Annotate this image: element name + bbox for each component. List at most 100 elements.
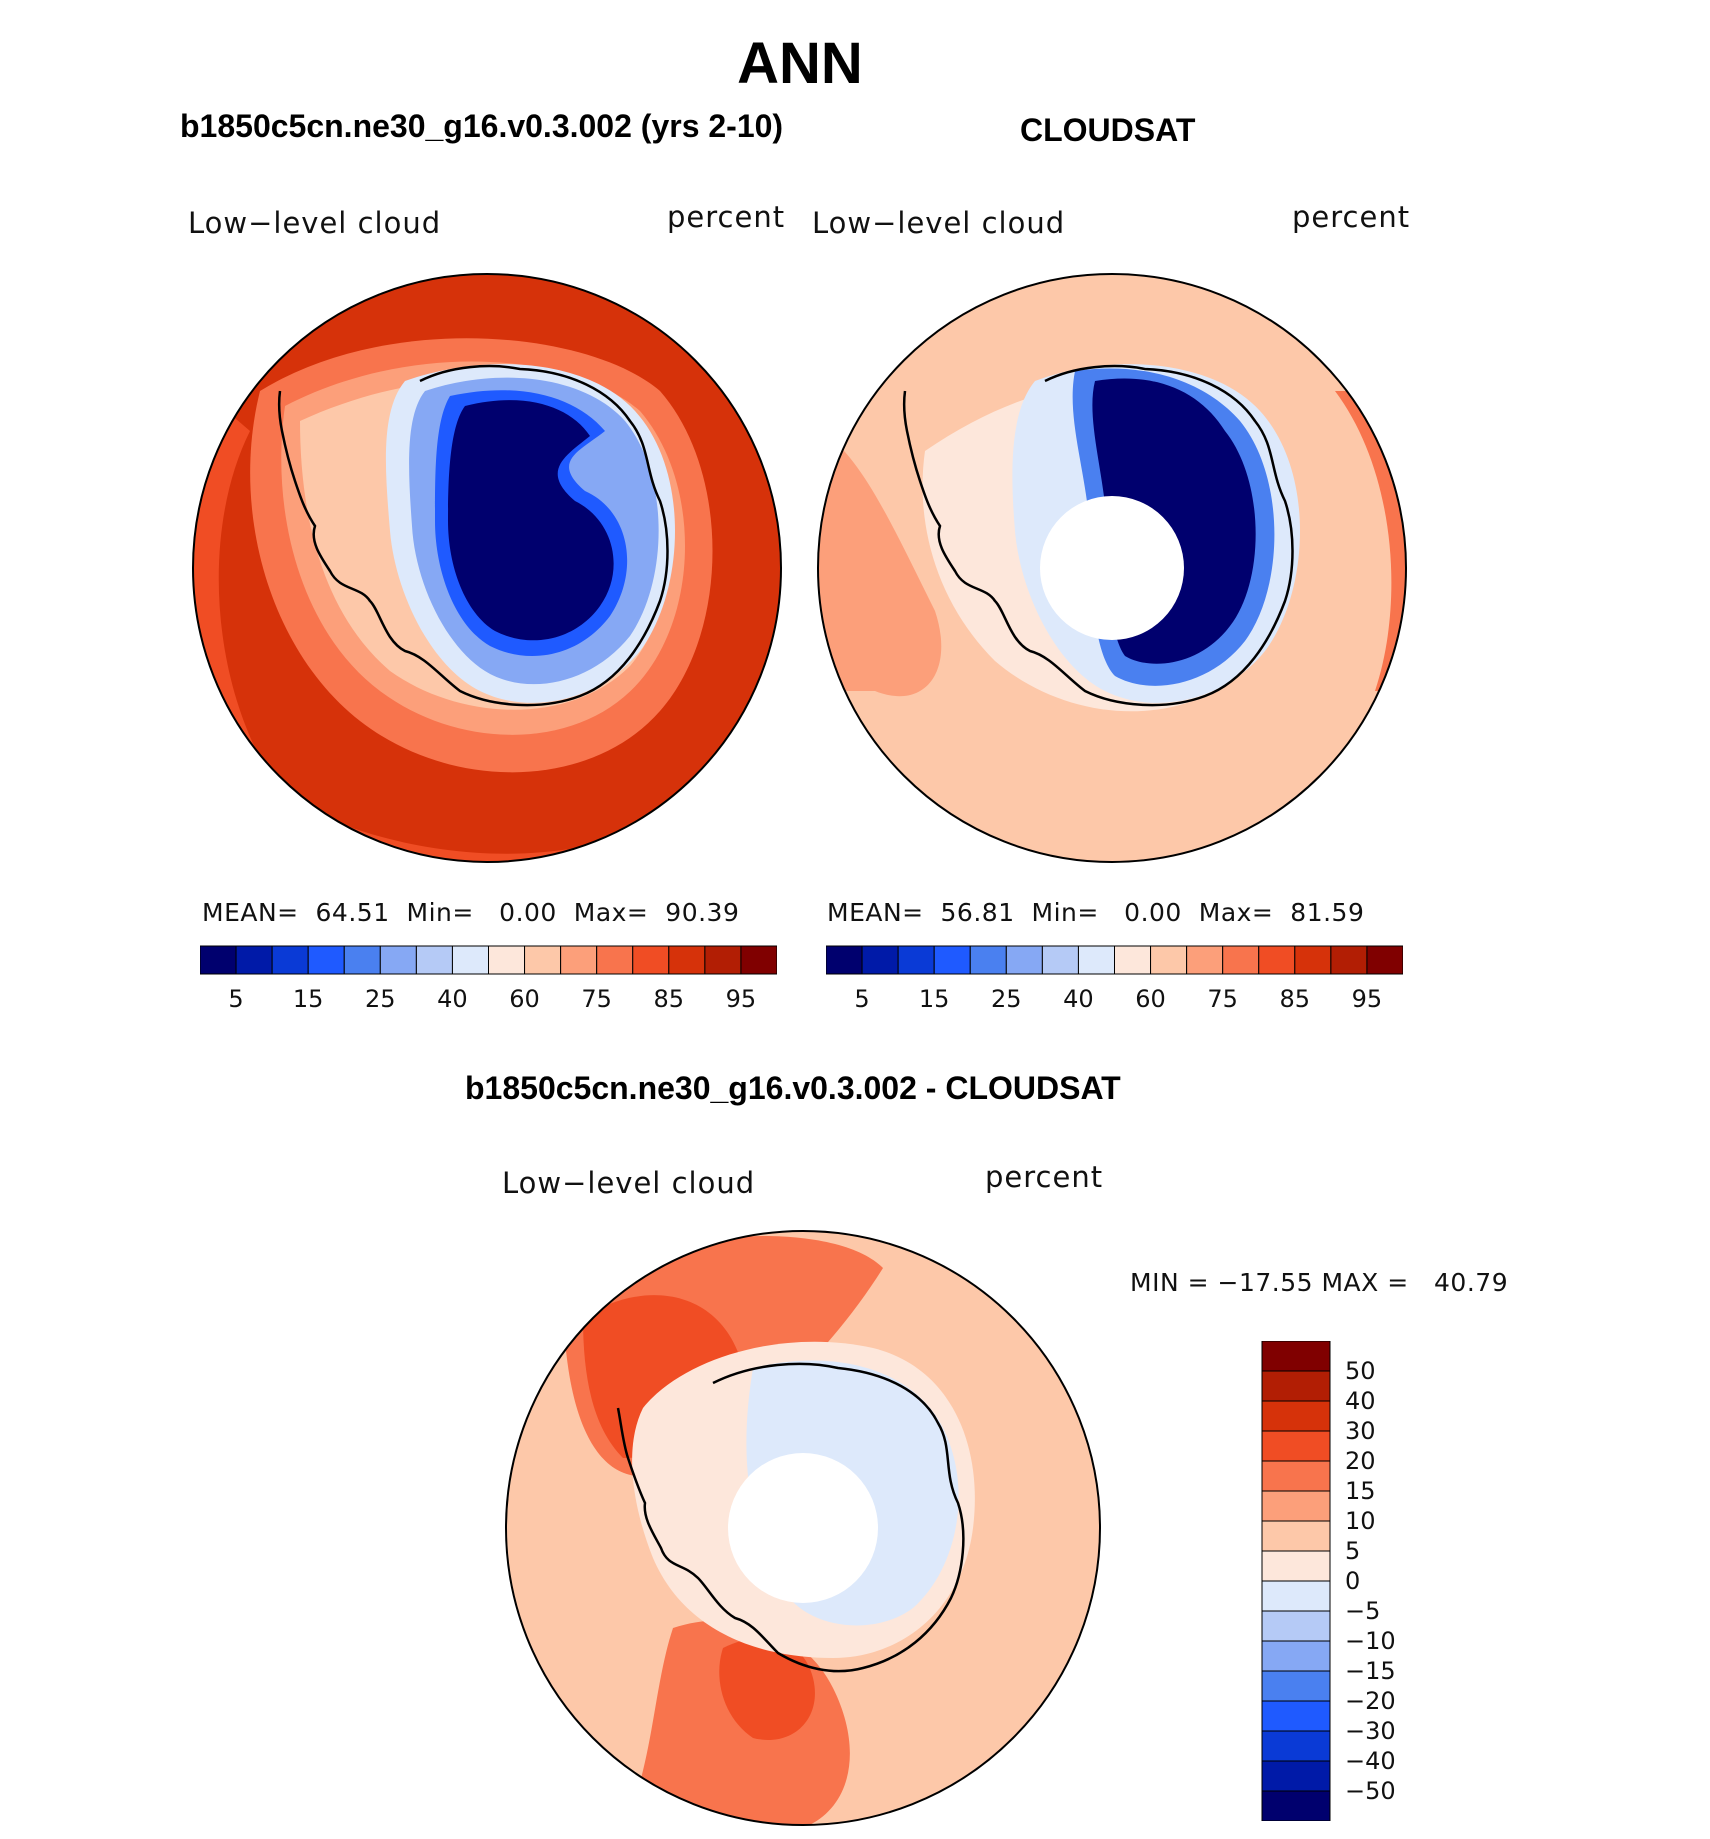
panel-2-colorbar-swatch xyxy=(1077,945,1116,975)
panel-1-colorbar-swatch xyxy=(379,945,417,975)
panel-2-colorbar xyxy=(826,945,1403,975)
panel-2-colorbar-tick-label: 95 xyxy=(1351,985,1383,1013)
diff-colorbar-swatch xyxy=(1261,1790,1331,1821)
diff-colorbar-tick-label: −10 xyxy=(1345,1627,1396,1655)
panel-2-mean-label: MEAN= xyxy=(827,898,924,927)
panel-2-colorbar-tick-label: 40 xyxy=(1063,985,1094,1013)
panel-1-colorbar-swatch xyxy=(632,945,670,975)
panel-2-colorbar-swatch xyxy=(1114,945,1152,975)
panel-2-colorbar-swatch xyxy=(1150,945,1188,975)
panel-1-colorbar-ticks: 5 15 25 40 60 75 85 95 xyxy=(200,985,777,1015)
diff-max-value: 40.79 xyxy=(1434,1268,1509,1297)
panel-1-variable-label: Low−level cloud xyxy=(188,206,442,240)
panel-2-colorbar-swatch xyxy=(897,945,935,975)
panel-2-colorbar-tick-label: 5 xyxy=(854,985,870,1013)
panel-2-map-border xyxy=(817,273,1407,863)
panel-2-colorbar-swatch xyxy=(826,945,863,975)
panel-1-min-value: 0.00 xyxy=(499,898,557,927)
diff-colorbar-tick-label: −40 xyxy=(1345,1747,1396,1775)
diff-band-south-core xyxy=(719,1638,815,1740)
panel-1-title: b1850c5cn.ne30_g16.v0.3.002 (yrs 2-10) xyxy=(180,108,784,144)
panel-1-max-label: Max= xyxy=(573,898,649,927)
panel-1-colorbar-swatch xyxy=(668,945,706,975)
diff-colorbar-swatch xyxy=(1261,1550,1331,1582)
diff-missing-data-hole xyxy=(728,1453,878,1603)
panel-2-colorbar-swatch xyxy=(1366,945,1403,975)
panel-2-variable-label: Low−level cloud xyxy=(812,206,1066,240)
diff-colorbar-swatch xyxy=(1261,1341,1331,1372)
diff-colorbar-tick-label: 30 xyxy=(1345,1417,1376,1445)
main-title: ANN xyxy=(737,31,863,96)
panel-1-min-label: Min= xyxy=(406,898,474,927)
panel-1-colorbar-tick-label: 15 xyxy=(292,985,324,1013)
diff-panel-units-label: percent xyxy=(985,1160,1104,1194)
diff-colorbar-swatch xyxy=(1261,1460,1331,1492)
panel-1-colorbar-swatch xyxy=(307,945,345,975)
diff-colorbar-swatch xyxy=(1261,1730,1331,1762)
panel-1-map xyxy=(192,273,782,863)
panel-1-units-label: percent xyxy=(667,200,786,234)
diff-colorbar-tick-label: 10 xyxy=(1345,1507,1376,1535)
panel-2-colorbar-swatch xyxy=(861,945,899,975)
panel-1-colorbar-swatch xyxy=(415,945,453,975)
panel-2-missing-data-hole xyxy=(1040,496,1184,640)
panel-2-min-value: 0.00 xyxy=(1124,898,1182,927)
panel-2-colorbar-swatch xyxy=(969,945,1007,975)
panel-1-mean-label: MEAN= xyxy=(202,898,299,927)
diff-colorbar-tick-label: 15 xyxy=(1345,1477,1376,1505)
panel-2-stats: MEAN= 56.81 Min= 0.00 Max= 81.59 xyxy=(827,898,1364,927)
panel-1-colorbar-swatch xyxy=(596,945,634,975)
panel-1-colorbar-swatch xyxy=(235,945,273,975)
diff-minmax: MIN = −17.55 MAX = 40.79 xyxy=(1130,1268,1508,1297)
diff-colorbar-tick-label: −30 xyxy=(1345,1717,1396,1745)
panel-1-colorbar-swatch xyxy=(524,945,562,975)
panel-2-colorbar-tick-label: 85 xyxy=(1279,985,1311,1013)
diff-colorbar-tick-label: 50 xyxy=(1345,1357,1376,1385)
panel-2-colorbar-tick-label: 75 xyxy=(1207,985,1238,1013)
diff-colorbar-swatch xyxy=(1261,1370,1331,1402)
panel-2-max-label: Max= xyxy=(1198,898,1274,927)
panel-2-colorbar-swatch xyxy=(1330,945,1368,975)
panel-2-colorbar-swatch xyxy=(1186,945,1224,975)
panel-1-colorbar-swatch xyxy=(704,945,742,975)
panel-2-antarctica-outline xyxy=(902,364,1294,707)
diff-colorbar-swatch xyxy=(1261,1400,1331,1432)
panel-2-colorbar-swatch xyxy=(933,945,971,975)
diff-colorbar-tick-label: 0 xyxy=(1345,1567,1361,1595)
diff-colorbar-tick-label: −20 xyxy=(1345,1687,1396,1715)
panel-2-colorbar-swatch xyxy=(1294,945,1332,975)
diff-max-label: MAX = xyxy=(1321,1268,1409,1297)
panel-2-max-value: 81.59 xyxy=(1290,898,1365,927)
panel-1-colorbar-tick-label: 40 xyxy=(437,985,468,1013)
diff-panel-map xyxy=(505,1230,1101,1826)
diff-panel-title: b1850c5cn.ne30_g16.v0.3.002 - CLOUDSAT xyxy=(465,1070,1121,1106)
panel-1-band-0 xyxy=(448,400,614,641)
diff-colorbar-tick-label: −50 xyxy=(1345,1777,1396,1805)
panel-2-colorbar-tick-label: 60 xyxy=(1135,985,1166,1013)
panel-1-colorbar-swatch xyxy=(488,945,526,975)
diff-colorbar-swatch xyxy=(1261,1640,1331,1672)
diff-colorbar-tick-label: −5 xyxy=(1345,1597,1381,1625)
diff-colorbar-swatch xyxy=(1261,1520,1331,1552)
panel-2-title: CLOUDSAT xyxy=(1020,112,1196,148)
panel-2-colorbar-tick-label: 25 xyxy=(991,985,1022,1013)
panel-1-colorbar-swatch xyxy=(560,945,598,975)
panel-1-colorbar-tick-label: 5 xyxy=(228,985,244,1013)
panel-2-colorbar-tick-label: 15 xyxy=(918,985,950,1013)
panel-2-colorbar-swatch xyxy=(1041,945,1079,975)
panel-1-max-value: 90.39 xyxy=(665,898,740,927)
panel-1-antarctica-outline xyxy=(277,364,669,707)
panel-1-mean-value: 64.51 xyxy=(315,898,390,927)
panel-1-colorbar-swatch xyxy=(343,945,381,975)
diff-colorbar xyxy=(1261,1341,1331,1821)
diff-panel-variable-label: Low−level cloud xyxy=(502,1166,756,1200)
panel-2-band-west xyxy=(818,431,942,697)
diff-colorbar-swatch xyxy=(1261,1670,1331,1702)
diff-antarctica-outline xyxy=(616,1362,965,1673)
diff-colorbar-tick-label: 5 xyxy=(1345,1537,1361,1565)
panel-2-map xyxy=(817,273,1407,863)
panel-1-colorbar-tick-label: 75 xyxy=(581,985,612,1013)
diff-colorbar-ticks: 50 40 30 20 15 10 5 0 −5 −10 −15 −20 −30 −40 −50 xyxy=(1345,1341,1465,1821)
diff-colorbar-tick-label: −15 xyxy=(1345,1657,1396,1685)
panel-2-colorbar-swatch xyxy=(1222,945,1260,975)
